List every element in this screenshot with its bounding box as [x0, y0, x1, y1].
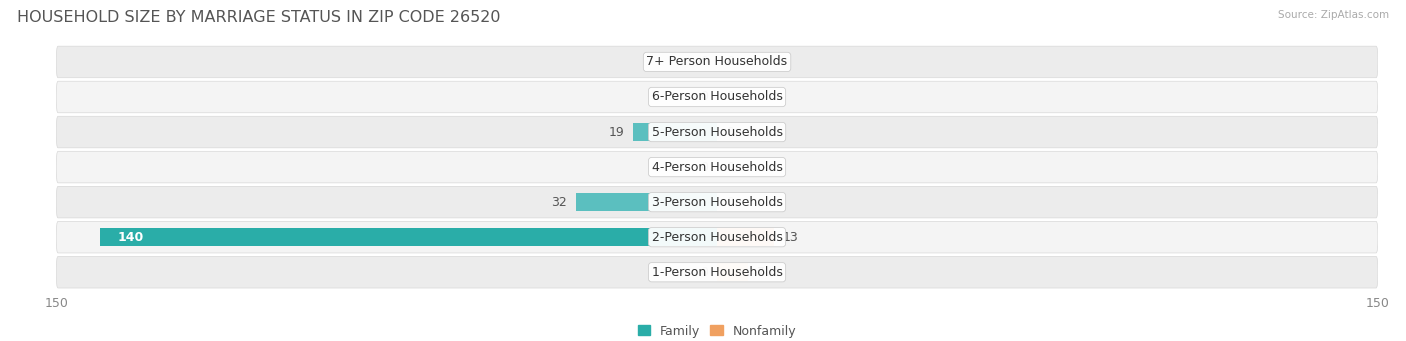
Text: 3-Person Households: 3-Person Households: [651, 196, 783, 209]
Text: 0: 0: [725, 56, 734, 69]
Text: 140: 140: [118, 231, 145, 244]
Text: 0: 0: [725, 161, 734, 174]
FancyBboxPatch shape: [56, 151, 1378, 183]
Text: 32: 32: [551, 196, 567, 209]
Text: 0: 0: [700, 90, 709, 104]
Text: 0: 0: [725, 125, 734, 138]
Text: 5-Person Households: 5-Person Households: [651, 125, 783, 138]
Text: 7+ Person Households: 7+ Person Households: [647, 56, 787, 69]
Text: 4-Person Households: 4-Person Households: [651, 161, 783, 174]
Bar: [100, 228, 717, 246]
Text: 6-Person Households: 6-Person Households: [651, 90, 783, 104]
Text: 2-Person Households: 2-Person Households: [651, 231, 783, 244]
FancyBboxPatch shape: [56, 116, 1378, 148]
Text: HOUSEHOLD SIZE BY MARRIAGE STATUS IN ZIP CODE 26520: HOUSEHOLD SIZE BY MARRIAGE STATUS IN ZIP…: [17, 10, 501, 25]
Text: 1-Person Households: 1-Person Households: [651, 266, 783, 279]
FancyBboxPatch shape: [56, 187, 1378, 218]
Bar: [576, 193, 717, 211]
FancyBboxPatch shape: [56, 256, 1378, 288]
Bar: [717, 228, 775, 246]
Bar: [633, 123, 717, 141]
Bar: [717, 263, 748, 281]
Text: 0: 0: [725, 90, 734, 104]
Legend: Family, Nonfamily: Family, Nonfamily: [633, 320, 801, 341]
Text: 0: 0: [700, 56, 709, 69]
Text: 13: 13: [783, 231, 799, 244]
Text: Source: ZipAtlas.com: Source: ZipAtlas.com: [1278, 10, 1389, 20]
Text: 19: 19: [609, 125, 624, 138]
FancyBboxPatch shape: [56, 46, 1378, 78]
Text: 7: 7: [756, 266, 765, 279]
Text: 0: 0: [725, 196, 734, 209]
FancyBboxPatch shape: [56, 81, 1378, 113]
FancyBboxPatch shape: [56, 221, 1378, 253]
Text: 0: 0: [700, 266, 709, 279]
Text: 0: 0: [700, 161, 709, 174]
